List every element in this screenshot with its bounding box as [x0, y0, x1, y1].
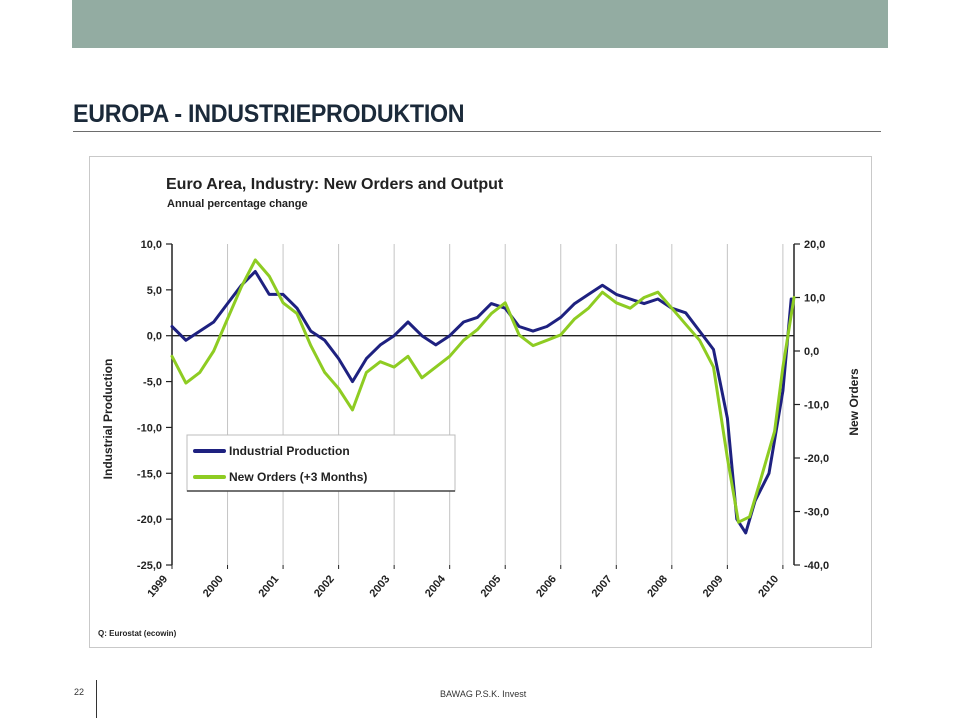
y-tick-label-left: 5,0 — [147, 285, 162, 297]
x-tick-label: 2004 — [423, 573, 448, 600]
y-tick-label-right: -10,0 — [804, 400, 829, 412]
y-tick-label-right: 20,0 — [804, 239, 825, 251]
y-tick-label-left: -20,0 — [137, 514, 162, 526]
y-tick-label-right: 0,0 — [804, 346, 819, 358]
title-rule — [73, 131, 881, 132]
y-tick-label-right: 10,0 — [804, 293, 825, 305]
legend-label: New Orders (+3 Months) — [229, 470, 367, 484]
y-tick-label-left: -25,0 — [137, 560, 162, 572]
x-tick-label: 2006 — [534, 573, 559, 599]
y-tick-label-left: -15,0 — [137, 468, 162, 480]
y-tick-label-left: 0,0 — [147, 331, 162, 343]
x-tick-label: 2007 — [590, 573, 615, 599]
y-tick-label-right: -20,0 — [804, 453, 829, 465]
chart: Euro Area, Industry: New Orders and Outp… — [98, 176, 861, 638]
y-tick-label-right: -30,0 — [804, 507, 829, 519]
chart-subtitle: Annual percentage change — [167, 198, 308, 210]
chart-source: Q: Eurostat (ecowin) — [98, 629, 177, 638]
page-number: 22 — [74, 687, 85, 697]
slide-title: EUROPA - INDUSTRIEPRODUKTION — [73, 100, 465, 128]
x-tick-label: 2001 — [256, 573, 281, 599]
top-banner — [72, 0, 888, 48]
footer-company: BAWAG P.S.K. Invest — [440, 689, 527, 699]
x-tick-label: 1999 — [145, 573, 170, 599]
x-tick-label: 2010 — [756, 573, 781, 599]
y-axis-label-right: New Orders — [847, 368, 861, 436]
y-tick-label-right: -40,0 — [804, 560, 829, 572]
series-line-new-orders — [170, 258, 796, 524]
series-line-industrial-production — [170, 270, 793, 535]
x-tick-label: 2008 — [645, 573, 670, 599]
legend-box — [186, 434, 456, 492]
x-tick-label: 2002 — [312, 573, 337, 599]
chart-title: Euro Area, Industry: New Orders and Outp… — [166, 176, 504, 193]
x-tick-label: 2000 — [201, 573, 226, 599]
y-tick-label-left: -10,0 — [137, 422, 162, 434]
x-tick-label: 2005 — [479, 573, 504, 599]
footer-divider — [96, 680, 97, 718]
x-tick-label: 2009 — [701, 573, 726, 599]
y-axis-label-left: Industrial Production — [101, 359, 115, 480]
x-tick-label: 2003 — [368, 573, 393, 599]
y-tick-label-left: 10,0 — [141, 239, 162, 251]
legend-label: Industrial Production — [229, 444, 350, 458]
chart-frame: Euro Area, Industry: New Orders and Outp… — [89, 156, 872, 648]
y-tick-label-left: -5,0 — [143, 377, 162, 389]
